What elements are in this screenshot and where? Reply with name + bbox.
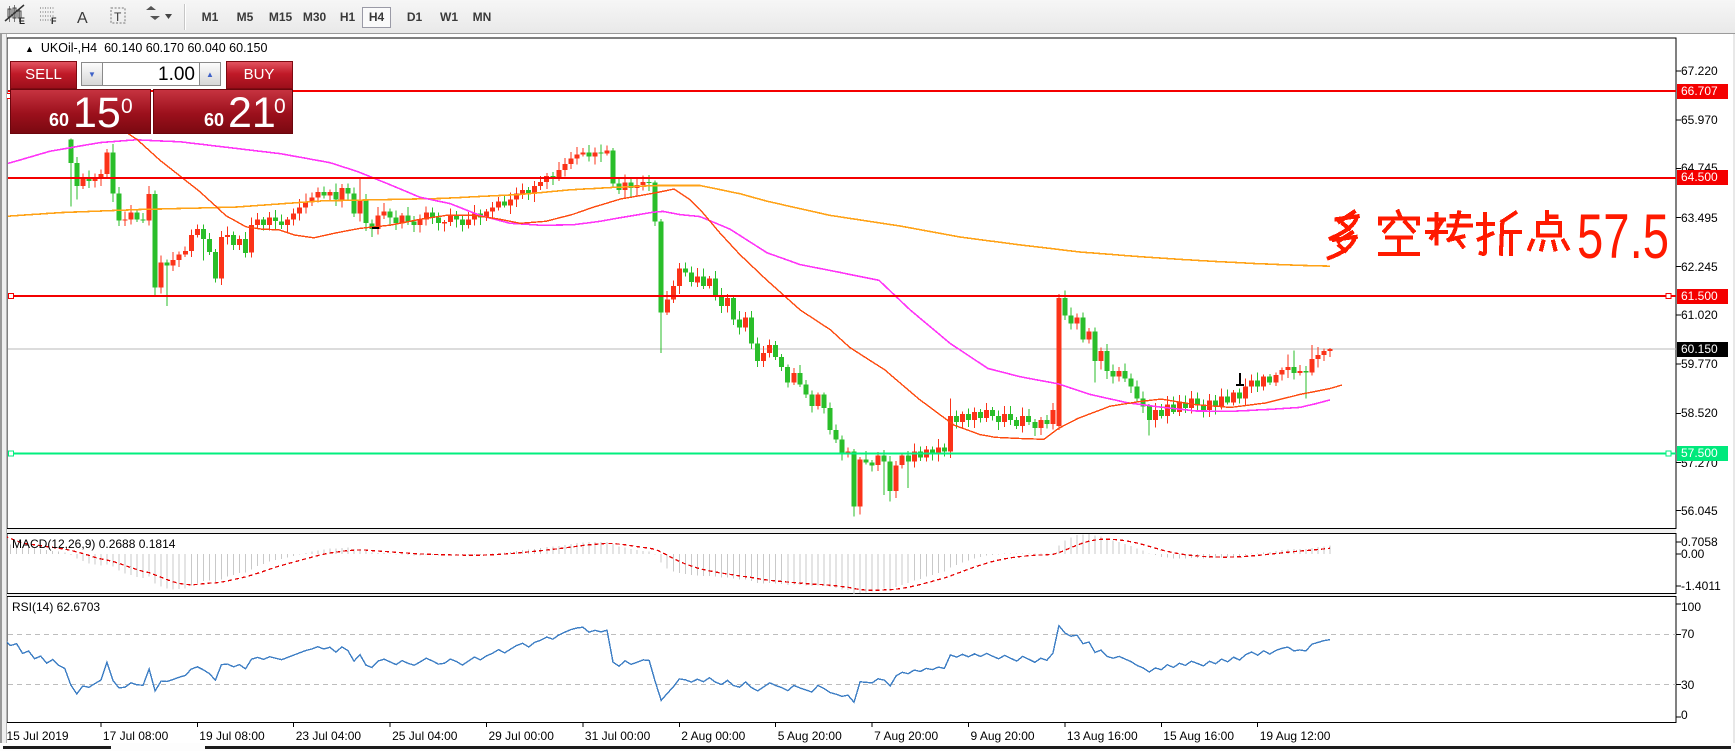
svg-text:F: F (51, 16, 57, 26)
svg-text:57.5: 57.5 (1577, 202, 1669, 272)
svg-text:T: T (114, 10, 122, 24)
svg-text:A: A (77, 10, 88, 27)
svg-text:E: E (19, 16, 25, 26)
